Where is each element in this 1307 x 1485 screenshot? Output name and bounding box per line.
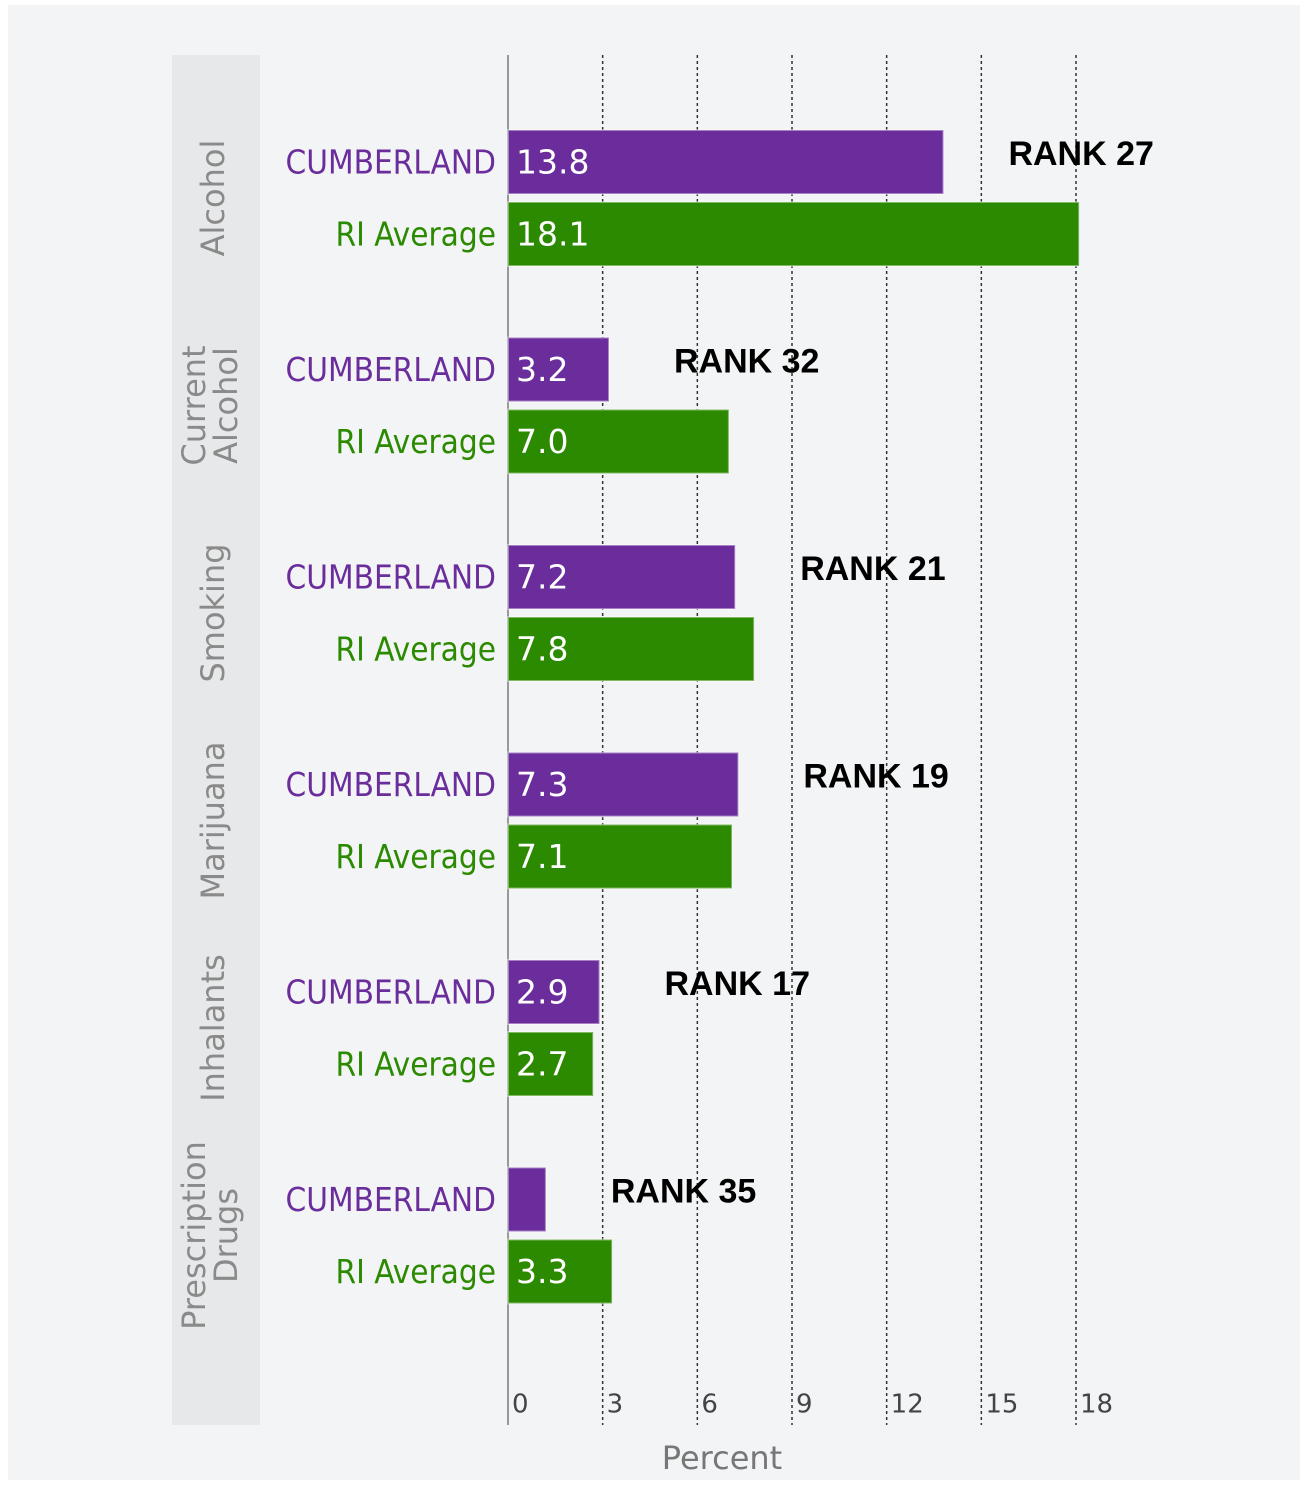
rank-annotation: RANK 17: [665, 965, 810, 1003]
bar: [507, 1031, 595, 1097]
x-tick-label: 0: [512, 1390, 529, 1420]
value-label: 18.1: [516, 215, 589, 254]
bar: [507, 544, 737, 610]
series-label: CUMBERLAND: [285, 765, 496, 804]
x-tick-label: 15: [985, 1390, 1018, 1420]
value-label: 3.2: [516, 350, 568, 389]
series-label: RI Average: [335, 422, 496, 461]
value-label: 13.8: [516, 143, 589, 182]
series-label: CUMBERLAND: [285, 143, 496, 182]
value-label: 7.3: [516, 765, 568, 804]
value-label: 7.1: [516, 837, 568, 876]
x-tick-label: 12: [891, 1390, 924, 1420]
bar: [507, 336, 610, 403]
value-label: 2.9: [516, 973, 568, 1012]
bar: [507, 129, 945, 195]
value-label: 2.7: [516, 1045, 568, 1084]
rank-annotation: RANK 27: [1008, 135, 1153, 173]
value-label: 7.8: [516, 630, 568, 669]
x-axis-label: Percent: [662, 1439, 782, 1477]
series-label: RI Average: [335, 215, 496, 254]
category-label: Marijuana: [194, 742, 232, 900]
series-label: CUMBERLAND: [285, 973, 496, 1012]
x-tick-label: 6: [701, 1390, 718, 1420]
x-tick-label: 3: [607, 1390, 624, 1420]
rank-annotation: RANK 21: [800, 550, 945, 588]
series-label: RI Average: [335, 1252, 496, 1291]
category-label: Smoking: [194, 543, 232, 682]
bar: [507, 201, 1081, 267]
rank-annotation: RANK 19: [803, 757, 948, 795]
series-label: RI Average: [335, 1045, 496, 1084]
category-label-line: Alcohol: [207, 347, 245, 464]
category-label: Inhalants: [194, 954, 232, 1102]
bar: [507, 616, 756, 682]
category-label-line: Current: [175, 345, 213, 465]
value-label: 7.0: [516, 422, 568, 461]
x-tick-label: 9: [796, 1390, 813, 1420]
x-tick-label: 18: [1080, 1390, 1113, 1420]
series-label: CUMBERLAND: [285, 350, 496, 389]
series-label: RI Average: [335, 837, 496, 876]
bar: [507, 823, 734, 890]
category-label: Alcohol: [194, 140, 232, 257]
series-label: RI Average: [335, 630, 496, 669]
bar: [507, 408, 730, 475]
category-label-line: Drugs: [207, 1188, 245, 1283]
bar: [507, 1238, 614, 1305]
bar: [507, 959, 601, 1025]
series-label: CUMBERLAND: [285, 558, 496, 597]
value-label: 3.3: [516, 1252, 568, 1291]
rank-annotation: RANK 32: [674, 342, 819, 380]
category-label: CurrentAlcohol: [175, 345, 245, 465]
category-label: PrescriptionDrugs: [175, 1141, 245, 1330]
category-band: [172, 55, 260, 1425]
bar: [507, 1166, 547, 1233]
series-label: CUMBERLAND: [285, 1180, 496, 1219]
bar: [507, 751, 740, 818]
rank-annotation: RANK 35: [611, 1172, 756, 1210]
category-label-line: Prescription: [175, 1141, 213, 1330]
value-label: 7.2: [516, 558, 568, 597]
